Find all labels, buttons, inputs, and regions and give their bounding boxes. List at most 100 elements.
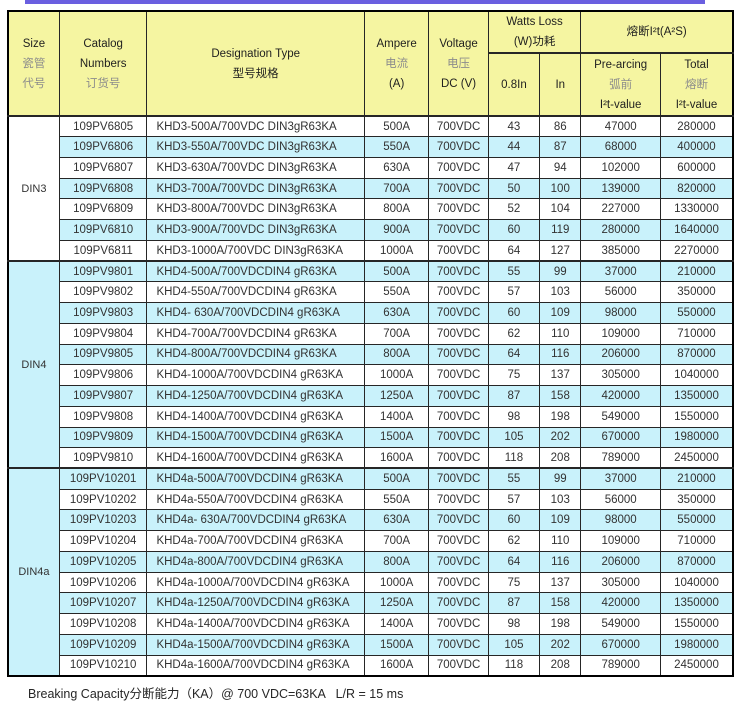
total-i2t-cell: 1550000 xyxy=(659,405,734,428)
column-header-voltage: Voltage 电压 DC (V) xyxy=(428,10,489,117)
column-header-size-en: Size xyxy=(22,37,46,50)
voltage-cell: 700VDC xyxy=(428,405,489,428)
column-header-catalog-en1: Catalog xyxy=(83,37,123,50)
catalog-number-cell: 109PV9803 xyxy=(58,302,148,324)
designation-cell: KHD4a- 630A/700VDCDIN4 gR63KA xyxy=(146,509,365,532)
designation-cell: KHD4-700A/700VDCDIN4 gR63KA xyxy=(146,322,365,345)
designation-cell: KHD4-1400A/700VDCDIN4 gR63KA xyxy=(146,405,365,428)
designation-cell: KHD4a-1250A/700VDCDIN4 gR63KA xyxy=(146,592,365,615)
total-i2t-cell: 710000 xyxy=(659,322,734,345)
table-row: 109PV9808 KHD4-1400A/700VDCDIN4 gR63KA 140… xyxy=(8,405,734,428)
total-i2t-cell: 550000 xyxy=(659,302,734,324)
watts-loss-0.8in-cell: 98 xyxy=(487,405,541,428)
column-header-total-cn: 熔断 xyxy=(684,78,708,91)
table-row: 109PV6811 KHD3-1000A/700VDC DIN3gR63KA 100… xyxy=(8,239,734,262)
watts-loss-in-cell: 87 xyxy=(539,136,582,158)
total-i2t-cell: 1330000 xyxy=(659,198,734,221)
watts-loss-0.8in-cell: 60 xyxy=(487,219,541,241)
total-i2t-cell: 280000 xyxy=(659,115,734,138)
designation-cell: KHD4-1250A/700VDCDIN4 gR63KA xyxy=(146,385,365,407)
column-header-catalog-numbers: Catalog Numbers 订货号 xyxy=(58,10,148,117)
ampere-cell: 800A xyxy=(363,550,430,573)
designation-cell: KHD4a-1400A/700VDCDIN4 gR63KA xyxy=(146,613,365,635)
catalog-number-cell: 109PV10210 xyxy=(58,654,148,677)
watts-loss-0.8in-cell: 98 xyxy=(487,613,541,635)
prearcing-i2t-cell: 670000 xyxy=(580,633,661,656)
watts-loss-0.8in-cell: 75 xyxy=(487,571,541,594)
catalog-number-cell: 109PV10209 xyxy=(58,633,148,656)
ampere-cell: 500A xyxy=(363,467,430,490)
voltage-cell: 700VDC xyxy=(428,633,489,656)
catalog-number-cell: 109PV6807 xyxy=(58,156,148,179)
column-header-watts-0.8in: 0.8In xyxy=(487,52,541,117)
watts-loss-0.8in-cell: 52 xyxy=(487,198,541,221)
prearcing-i2t-cell: 420000 xyxy=(580,385,661,407)
prearcing-i2t-cell: 549000 xyxy=(580,613,661,635)
watts-loss-in-cell: 99 xyxy=(539,467,582,490)
watts-loss-0.8in-cell: 50 xyxy=(487,177,541,200)
designation-cell: KHD3-700A/700VDC DIN3gR63KA xyxy=(146,177,365,200)
voltage-cell: 700VDC xyxy=(428,550,489,573)
group-header-watts-loss-cn: (W)功耗 xyxy=(513,36,556,48)
catalog-number-cell: 109PV10202 xyxy=(58,488,148,511)
total-i2t-cell: 1040000 xyxy=(659,571,734,594)
watts-loss-0.8in-cell: 57 xyxy=(487,281,541,304)
watts-loss-in-cell: 110 xyxy=(539,322,582,345)
catalog-number-cell: 109PV9805 xyxy=(58,343,148,366)
watts-loss-0.8in-cell: 62 xyxy=(487,322,541,345)
column-header-watts-0.8in-label: 0.8In xyxy=(501,78,527,91)
voltage-cell: 700VDC xyxy=(428,530,489,552)
prearcing-i2t-cell: 789000 xyxy=(580,654,661,677)
table-row: 109PV10204 KHD4a-700A/700VDCDIN4 gR63KA 70… xyxy=(8,530,734,552)
breaking-capacity-note: Breaking Capacity分断能力（KA）@ 700 VDC=63KA … xyxy=(28,687,404,701)
total-i2t-cell: 820000 xyxy=(659,177,734,200)
total-i2t-cell: 870000 xyxy=(659,550,734,573)
catalog-number-cell: 109PV10208 xyxy=(58,613,148,635)
table-row: 109PV9802 KHD4-550A/700VDCDIN4 gR63KA 550A… xyxy=(8,281,734,304)
voltage-cell: 700VDC xyxy=(428,654,489,677)
voltage-cell: 700VDC xyxy=(428,571,489,594)
column-header-watts-in: In xyxy=(539,52,582,117)
table-row: 109PV6807 KHD3-630A/700VDC DIN3gR63KA 630A… xyxy=(8,156,734,179)
watts-loss-in-cell: 202 xyxy=(539,633,582,656)
designation-cell: KHD4-550A/700VDCDIN4 gR63KA xyxy=(146,281,365,304)
catalog-number-cell: 109PV6805 xyxy=(58,115,148,138)
fuse-specification-table: Size 瓷管 代号 Catalog Numbers 订货号 Designati… xyxy=(7,10,734,677)
voltage-cell: 700VDC xyxy=(428,467,489,490)
watts-loss-0.8in-cell: 64 xyxy=(487,550,541,573)
total-i2t-cell: 1040000 xyxy=(659,364,734,387)
prearcing-i2t-cell: 305000 xyxy=(580,571,661,594)
watts-loss-0.8in-cell: 64 xyxy=(487,343,541,366)
table-row: 109PV10205 KHD4a-800A/700VDCDIN4 gR63KA 80… xyxy=(8,550,734,573)
column-header-ampere-unit: (A) xyxy=(388,77,405,90)
table-row: 109PV10209 KHD4a-1500A/700VDCDIN4 gR63KA 1… xyxy=(8,633,734,656)
total-i2t-cell: 1350000 xyxy=(659,592,734,615)
watts-loss-0.8in-cell: 62 xyxy=(487,530,541,552)
prearcing-i2t-cell: 47000 xyxy=(580,115,661,138)
designation-cell: KHD4a-550A/700VDCDIN4 gR63KA xyxy=(146,488,365,511)
total-i2t-cell: 870000 xyxy=(659,343,734,366)
voltage-cell: 700VDC xyxy=(428,302,489,324)
ampere-cell: 500A xyxy=(363,115,430,138)
voltage-cell: 700VDC xyxy=(428,343,489,366)
ampere-cell: 1000A xyxy=(363,571,430,594)
group-header-i2t: 熔断I²t(A²S) xyxy=(580,10,734,54)
designation-cell: KHD4a-500A/700VDCDIN4 gR63KA xyxy=(146,467,365,490)
voltage-cell: 700VDC xyxy=(428,198,489,221)
designation-cell: KHD4-1600A/700VDCDIN4 gR63KA xyxy=(146,447,365,469)
watts-loss-in-cell: 109 xyxy=(539,302,582,324)
voltage-cell: 700VDC xyxy=(428,136,489,158)
designation-cell: KHD3-550A/700VDC DIN3gR63KA xyxy=(146,136,365,158)
column-header-prearcing-cn: 弧前 xyxy=(609,78,633,91)
prearcing-i2t-cell: 37000 xyxy=(580,467,661,490)
total-i2t-cell: 2450000 xyxy=(659,654,734,677)
prearcing-i2t-cell: 227000 xyxy=(580,198,661,221)
total-i2t-cell: 1980000 xyxy=(659,633,734,656)
ampere-cell: 700A xyxy=(363,177,430,200)
watts-loss-0.8in-cell: 105 xyxy=(487,426,541,449)
table-row: 109PV9804 KHD4-700A/700VDCDIN4 gR63KA 700A… xyxy=(8,322,734,345)
column-header-voltage-unit: DC (V) xyxy=(440,77,477,90)
table-row: 109PV10210 KHD4a-1600A/700VDCDIN4 gR63KA 1… xyxy=(8,654,734,677)
table-row: DIN4 109PV9801 KHD4-500A/700VDCDIN4 gR63KA… xyxy=(7,260,734,469)
